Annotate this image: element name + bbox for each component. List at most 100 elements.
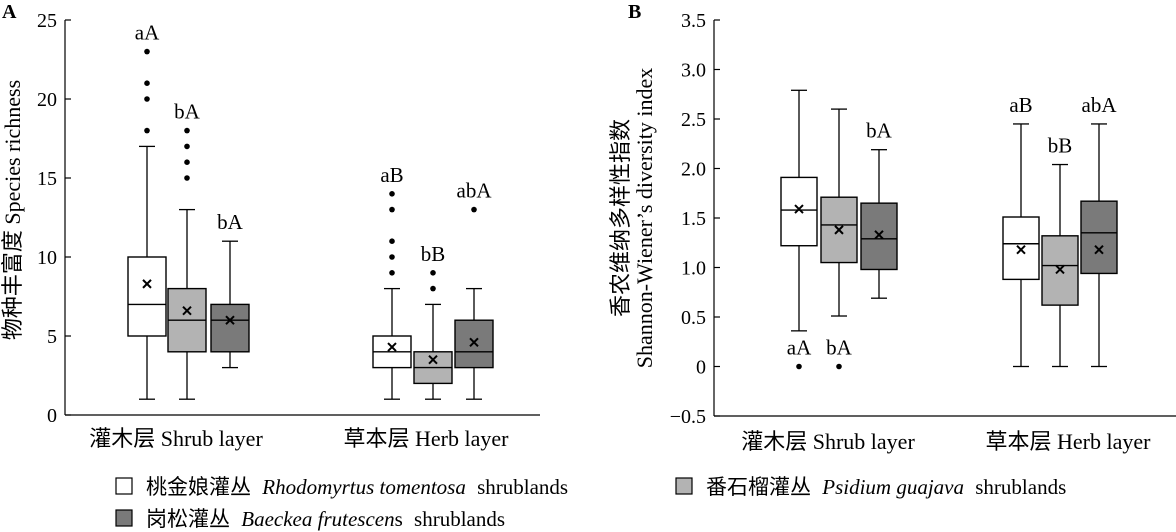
y-tick-label: 3.5 bbox=[681, 10, 706, 32]
significance-label: aB bbox=[1009, 93, 1032, 117]
legend: 桃金娘灌丛 Rhodomyrtus tomentosa shrublands 番… bbox=[115, 475, 1066, 531]
significance-label: bB bbox=[1048, 134, 1073, 158]
y-tick-label: 1.0 bbox=[681, 258, 706, 280]
panel-a-y-axis-label: 物种丰富度 Species richness bbox=[0, 80, 25, 340]
significance-label: bA bbox=[174, 100, 201, 124]
y-tick-label: 10 bbox=[37, 247, 57, 269]
outlier-point bbox=[184, 159, 190, 165]
significance-label: abA bbox=[1082, 93, 1118, 117]
outlier-point bbox=[144, 80, 150, 86]
outlier-point bbox=[430, 285, 436, 292]
box-psidium-shrub: bA bbox=[167, 100, 207, 400]
significance-label: aA bbox=[787, 336, 812, 360]
box-body bbox=[1080, 200, 1118, 275]
mean-marker bbox=[1055, 264, 1065, 275]
mean-marker bbox=[387, 342, 397, 352]
significance-label: bA bbox=[217, 210, 244, 234]
mean-marker bbox=[1094, 244, 1104, 255]
outlier-point bbox=[389, 270, 395, 276]
svg-text:番石榴灌丛 Psidium guajava: 番石榴灌丛 Psidium guajava shrublands bbox=[706, 475, 1066, 499]
svg-text:桃金娘灌丛 Rhodomyrtus tome: 桃金娘灌丛 Rhodomyrtus tomentosa shrublands bbox=[146, 475, 568, 499]
outlier-point bbox=[430, 270, 436, 276]
panel-b-category-shrub: 灌木层 Shrub layer bbox=[741, 429, 915, 454]
mean-marker bbox=[834, 225, 844, 235]
legend-label-en: shrublands bbox=[975, 475, 1066, 499]
y-tick-label: −0.5 bbox=[670, 406, 706, 428]
box-body bbox=[210, 303, 250, 353]
box-psidium-shrub: bA bbox=[820, 108, 858, 370]
y-tick-label: 0.5 bbox=[681, 307, 706, 329]
legend-swatch-dark-gray bbox=[115, 509, 133, 527]
legend-label-zh: 桃金娘灌丛 bbox=[146, 475, 251, 499]
mean-marker bbox=[469, 337, 479, 348]
significance-label: abA bbox=[457, 179, 493, 203]
outlier-point bbox=[184, 175, 190, 181]
box-baeckea-shrub: bA bbox=[860, 119, 898, 299]
mean-marker bbox=[428, 354, 438, 365]
y-tick-label: 5 bbox=[47, 326, 57, 348]
panel-b-y-axis-label-en: Shannon-Wiener’s diversity index bbox=[632, 68, 657, 369]
legend-item-psidium: 番石榴灌丛 Psidium guajava shrublands bbox=[675, 475, 1066, 499]
y-tick-label: 1.5 bbox=[681, 208, 706, 230]
mean-marker bbox=[874, 230, 884, 240]
box-body bbox=[1002, 216, 1040, 281]
box-baeckea-herb: abA bbox=[1080, 93, 1118, 368]
significance-label: aA bbox=[135, 21, 160, 45]
significance-label: bA bbox=[866, 119, 893, 143]
mean-marker bbox=[225, 315, 235, 325]
legend-label-en: shrublands bbox=[477, 475, 568, 499]
mean-marker bbox=[142, 279, 152, 289]
legend-item-baeckea: 岗松灌丛 Baeckea frutescens shrublands bbox=[115, 507, 505, 531]
panel-a-label: A bbox=[2, 1, 17, 23]
box-baeckea-herb: abA bbox=[454, 179, 494, 400]
mean-marker bbox=[182, 306, 192, 316]
outlier-point bbox=[389, 254, 395, 260]
outlier-point bbox=[389, 238, 395, 244]
legend-label-en: shrublands bbox=[414, 507, 505, 531]
box-body bbox=[860, 202, 898, 271]
significance-label: bA bbox=[826, 336, 853, 360]
svg-text:岗松灌丛 Baeckea frutescen: 岗松灌丛 Baeckea frutescens shrublands bbox=[146, 507, 505, 531]
box-body bbox=[780, 176, 818, 247]
panel-b-y-axis-label-zh: 香农维纳多样性指数 bbox=[608, 119, 633, 317]
outlier-point bbox=[144, 96, 150, 102]
y-tick-label: 2.0 bbox=[681, 159, 706, 181]
legend-label-latin: Baeckea frutescen bbox=[241, 507, 394, 531]
legend-label-latin: Rhodomyrtus tomentosa bbox=[261, 475, 466, 499]
outlier-point bbox=[796, 363, 802, 370]
outlier-point bbox=[184, 143, 190, 150]
box-body bbox=[127, 256, 167, 337]
y-tick-label: 0 bbox=[47, 405, 57, 427]
y-tick-label: 0 bbox=[696, 357, 706, 379]
significance-label: bB bbox=[421, 242, 446, 266]
panel-a-category-shrub: 灌木层 Shrub layer bbox=[89, 426, 263, 451]
outlier-point bbox=[389, 191, 395, 197]
outlier-point bbox=[144, 48, 150, 55]
legend-item-rhodomyrtus: 桃金娘灌丛 Rhodomyrtus tomentosa shrublands bbox=[115, 475, 568, 499]
y-tick-label: 15 bbox=[37, 168, 57, 190]
y-tick-label: 20 bbox=[37, 89, 57, 111]
outlier-point bbox=[836, 363, 842, 370]
y-tick-label: 25 bbox=[37, 10, 57, 32]
box-rhodomyrtus-shrub: aA bbox=[780, 89, 818, 370]
legend-label-latin-tail: s bbox=[395, 507, 403, 531]
panel-b-category-herb: 草本层 Herb layer bbox=[986, 429, 1152, 454]
significance-label: aB bbox=[380, 163, 403, 187]
outlier-point bbox=[184, 127, 190, 134]
box-rhodomyrtus-herb: aB bbox=[1002, 93, 1040, 368]
y-tick-label: 2.5 bbox=[681, 109, 706, 131]
box-rhodomyrtus-shrub: aA bbox=[127, 21, 167, 400]
outlier-point bbox=[471, 206, 477, 213]
legend-label-zh: 番石榴灌丛 bbox=[706, 475, 811, 499]
box-body bbox=[454, 319, 494, 369]
box-psidium-herb: bB bbox=[1041, 134, 1079, 368]
mean-marker bbox=[794, 204, 804, 214]
panel-b: −0.5 0 0.5 1.0 1.5 2.0 2.5 3.0 3.5 aA aB bA bB bA abA bbox=[670, 10, 1176, 428]
legend-label-latin: Psidium guajava bbox=[821, 475, 964, 499]
legend-swatch-white bbox=[115, 477, 133, 495]
panel-a: 0 5 10 15 20 25 aA aB bA bB bA abA bbox=[37, 10, 540, 427]
mean-marker bbox=[1016, 244, 1026, 255]
outlier-point bbox=[144, 127, 150, 134]
box-baeckea-shrub: bA bbox=[210, 210, 250, 369]
panel-a-category-herb: 草本层 Herb layer bbox=[344, 426, 510, 451]
